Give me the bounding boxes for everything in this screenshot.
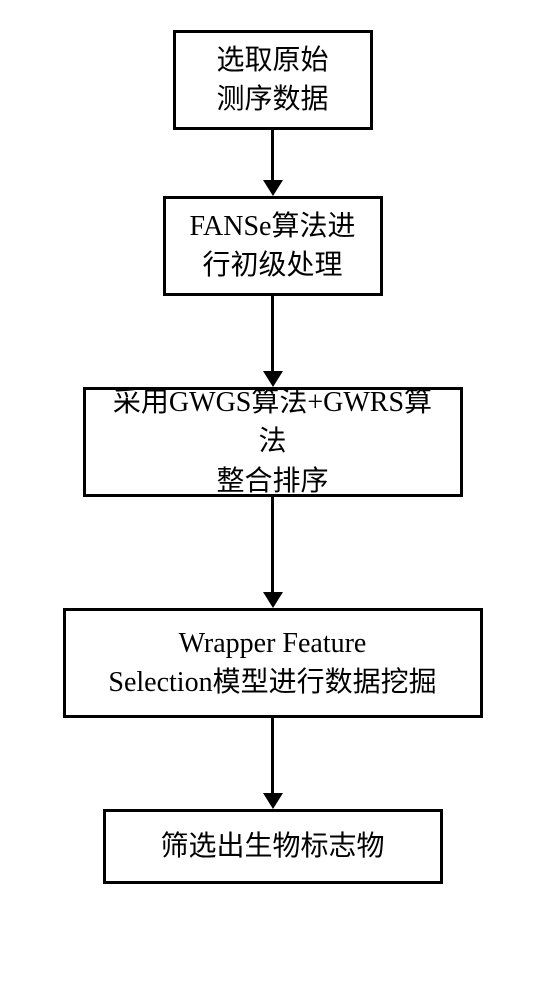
arrow-line-3 (271, 497, 274, 592)
flowchart-node-2: FANSe算法进 行初级处理 (163, 196, 383, 296)
node-text-3: 采用GWGS算法+GWRS算法 整合排序 (106, 383, 440, 501)
arrow-line-1 (271, 130, 274, 180)
node-text-2: FANSe算法进 行初级处理 (190, 207, 356, 285)
flowchart-node-1: 选取原始 测序数据 (173, 30, 373, 130)
arrow-head-icon-1 (263, 180, 283, 196)
node-text-4: Wrapper Feature Selection模型进行数据挖掘 (108, 624, 436, 702)
arrow-line-2 (271, 296, 274, 371)
flowchart-node-3: 采用GWGS算法+GWRS算法 整合排序 (83, 387, 463, 497)
arrow-2 (263, 296, 283, 387)
arrow-head-icon-3 (263, 592, 283, 608)
flowchart-node-5: 筛选出生物标志物 (103, 809, 443, 884)
arrow-3 (263, 497, 283, 608)
node-text-1: 选取原始 测序数据 (216, 41, 328, 119)
arrow-4 (263, 718, 283, 809)
arrow-line-4 (271, 718, 274, 793)
node-text-5: 筛选出生物标志物 (160, 827, 384, 866)
arrow-head-icon-4 (263, 793, 283, 809)
flowchart-node-4: Wrapper Feature Selection模型进行数据挖掘 (63, 608, 483, 718)
arrow-1 (263, 130, 283, 196)
